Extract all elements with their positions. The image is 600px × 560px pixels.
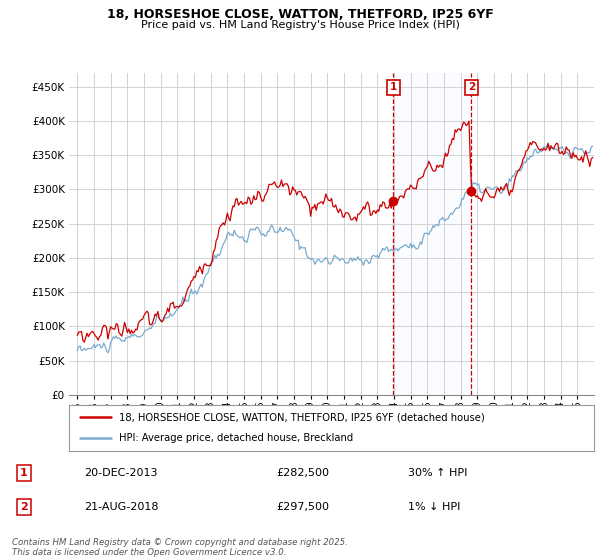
Text: 1% ↓ HPI: 1% ↓ HPI [408, 502, 460, 512]
Text: Price paid vs. HM Land Registry's House Price Index (HPI): Price paid vs. HM Land Registry's House … [140, 20, 460, 30]
Text: 21-AUG-2018: 21-AUG-2018 [84, 502, 158, 512]
Text: 1: 1 [20, 468, 28, 478]
Text: £282,500: £282,500 [276, 468, 329, 478]
Text: 18, HORSESHOE CLOSE, WATTON, THETFORD, IP25 6YF (detached house): 18, HORSESHOE CLOSE, WATTON, THETFORD, I… [119, 412, 485, 422]
Text: £297,500: £297,500 [276, 502, 329, 512]
Text: HPI: Average price, detached house, Breckland: HPI: Average price, detached house, Brec… [119, 433, 353, 444]
Text: 2: 2 [468, 82, 475, 92]
Text: 2: 2 [20, 502, 28, 512]
Text: 20-DEC-2013: 20-DEC-2013 [84, 468, 157, 478]
Text: 30% ↑ HPI: 30% ↑ HPI [408, 468, 467, 478]
Text: 18, HORSESHOE CLOSE, WATTON, THETFORD, IP25 6YF: 18, HORSESHOE CLOSE, WATTON, THETFORD, I… [107, 8, 493, 21]
Text: 1: 1 [390, 82, 397, 92]
Text: Contains HM Land Registry data © Crown copyright and database right 2025.
This d: Contains HM Land Registry data © Crown c… [12, 538, 348, 557]
Bar [394, 73, 472, 395]
